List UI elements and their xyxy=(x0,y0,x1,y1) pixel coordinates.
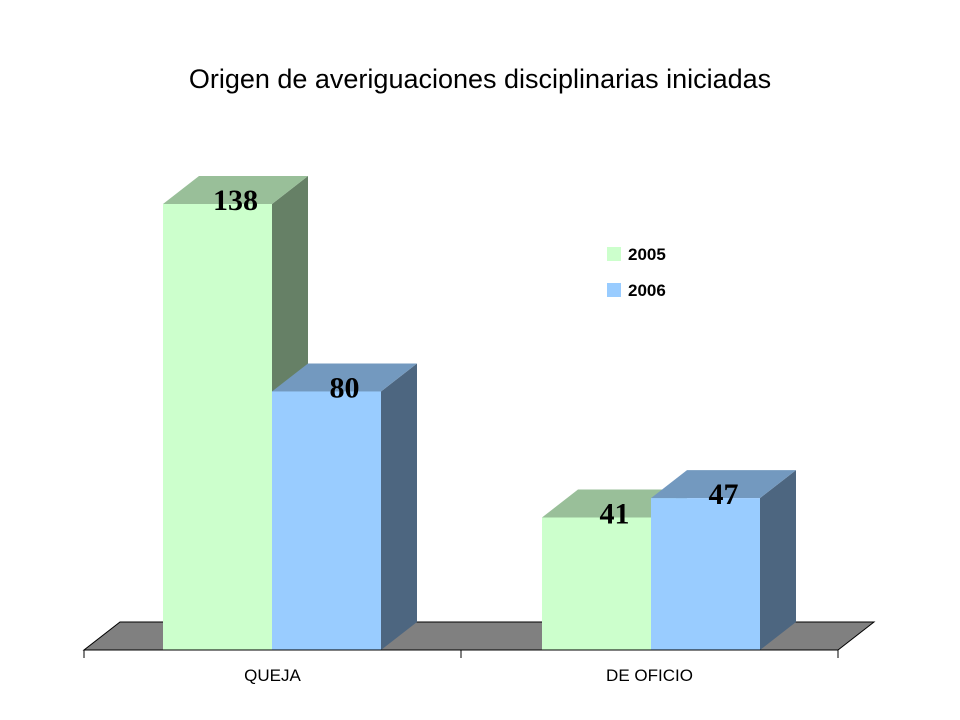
data-label: 41 xyxy=(600,497,630,530)
bar-top-face xyxy=(542,489,687,518)
data-label: 47 xyxy=(709,478,739,511)
legend-swatch-2006 xyxy=(607,283,621,297)
bar-side-face xyxy=(760,470,796,650)
bar-side-face xyxy=(381,363,417,650)
chart-title: Origen de averiguaciones disciplinarias … xyxy=(188,64,772,94)
bar-front-face xyxy=(651,498,760,650)
legend-label-2005: 2005 xyxy=(628,245,666,264)
bar-front-face xyxy=(542,517,651,650)
data-label: 80 xyxy=(330,371,360,404)
bar-front-face xyxy=(272,391,381,650)
bar-queja-2006 xyxy=(272,363,417,650)
data-label: 138 xyxy=(213,184,258,217)
legend-swatch-2005 xyxy=(607,247,621,261)
legend-label-2006: 2006 xyxy=(628,281,666,300)
bar-top-face xyxy=(272,363,417,392)
bar-queja-2005 xyxy=(163,176,308,650)
x-tick-label: QUEJA xyxy=(244,666,301,685)
bar-de-oficio-2006 xyxy=(651,470,796,650)
x-tick-label: DE OFICIO xyxy=(606,666,693,685)
bar-front-face xyxy=(163,204,272,650)
bar-top-face xyxy=(163,176,308,204)
bar-top-face xyxy=(651,470,796,499)
